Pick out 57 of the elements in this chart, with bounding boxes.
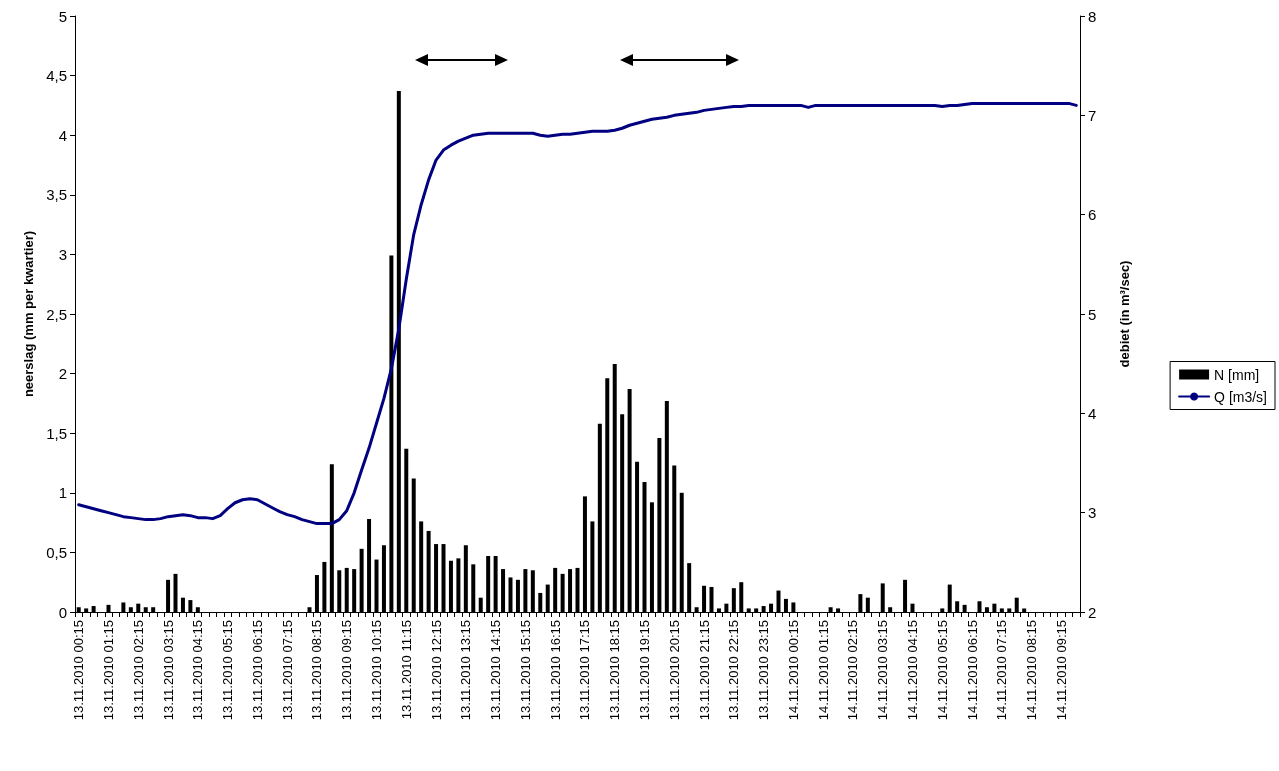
x-tick-label: 14.11.2010 07:15 xyxy=(994,620,1010,721)
x-tick-label: 14.11.2010 08:15 xyxy=(1024,620,1040,721)
y-tick-label: 0 xyxy=(58,603,67,621)
x-tick-label: 14.11.2010 09:15 xyxy=(1053,620,1069,721)
y-axis-title: neerslag (mm per kwartier) xyxy=(21,230,36,398)
x-tick-label: 13.11.2010 14:15 xyxy=(488,620,504,721)
y-tick-label: 2,5 xyxy=(46,305,67,323)
y-tick-label: 0,5 xyxy=(46,543,67,561)
x-tick-label: 13.11.2010 10:15 xyxy=(369,620,384,721)
x-tick-label: 14.11.2010 06:15 xyxy=(964,620,980,721)
x-tick-label: 13.11.2010 02:15 xyxy=(130,620,146,721)
x-tick-label: 13.11.2010 16:15 xyxy=(547,620,563,721)
y-tick-label: 2 xyxy=(58,365,67,383)
x-tick-label: 13.11.2010 15:15 xyxy=(517,620,533,721)
x-tick-label: 14.11.2010 02:15 xyxy=(845,620,861,721)
line-series xyxy=(77,101,1078,526)
y2-tick-label: 2 xyxy=(1088,603,1097,621)
y2-tick-label: 6 xyxy=(1088,206,1097,224)
y2-tick-label: 4 xyxy=(1088,404,1097,422)
x-tick-label: 13.11.2010 17:15 xyxy=(577,620,593,721)
y-tick-label: 3,5 xyxy=(46,186,67,204)
x-tick-label: 13.11.2010 11:15 xyxy=(398,620,414,720)
y2-tick-label: 7 xyxy=(1088,106,1097,124)
x-tick-label: 13.11.2010 09:15 xyxy=(339,620,355,721)
x-tick-label: 14.11.2010 01:15 xyxy=(815,620,831,721)
x-tick-label: 13.11.2010 00:15 xyxy=(71,620,87,721)
y-tick-label: 4,5 xyxy=(46,67,67,85)
x-tick-label: 13.11.2010 18:15 xyxy=(607,620,623,721)
x-tick-label: 13.11.2010 01:15 xyxy=(101,620,116,721)
y2-axis-title: debiet (in m³/sec) xyxy=(1117,260,1132,368)
x-tick-label: 13.11.2010 22:15 xyxy=(726,620,742,721)
x-tick-label: 13.11.2010 08:15 xyxy=(309,620,325,721)
x-tick-label: 13.11.2010 05:15 xyxy=(220,620,236,721)
y2-tick-label: 3 xyxy=(1088,504,1097,522)
x-tick-label: 13.11.2010 19:15 xyxy=(637,620,652,721)
y2-tick-label: 8 xyxy=(1088,7,1097,25)
x-tick-label: 13.11.2010 21:15 xyxy=(696,620,712,721)
x-tick-label: 13.11.2010 07:15 xyxy=(279,620,295,721)
x-tick-label: 13.11.2010 20:15 xyxy=(666,620,682,721)
x-tick-label: 14.11.2010 03:15 xyxy=(875,620,891,721)
x-tick-label: 14.11.2010 04:15 xyxy=(905,620,920,721)
x-tick-label: 13.11.2010 03:15 xyxy=(160,620,176,721)
x-tick-label: 13.11.2010 06:15 xyxy=(249,620,265,721)
x-tick-label: 13.11.2010 23:15 xyxy=(756,620,772,721)
x-tick-label: 14.11.2010 05:15 xyxy=(934,620,950,721)
legend-label: N [mm] xyxy=(1214,366,1260,383)
x-tick-label: 13.11.2010 13:15 xyxy=(458,620,474,721)
y-tick-label: 3 xyxy=(58,245,67,263)
y-tick-label: 1,5 xyxy=(46,424,67,442)
legend-label: Q [m3/s] xyxy=(1214,388,1268,405)
y-tick-label: 5 xyxy=(58,7,67,25)
x-tick-label: 14.11.2010 00:15 xyxy=(785,620,801,721)
y-tick-label: 4 xyxy=(58,126,67,144)
x-tick-label: 13.11.2010 04:15 xyxy=(190,620,206,721)
x-tick-label: 13.11.2010 12:15 xyxy=(428,620,444,721)
y2-tick-label: 5 xyxy=(1088,305,1097,323)
y-tick-label: 1 xyxy=(58,484,67,502)
